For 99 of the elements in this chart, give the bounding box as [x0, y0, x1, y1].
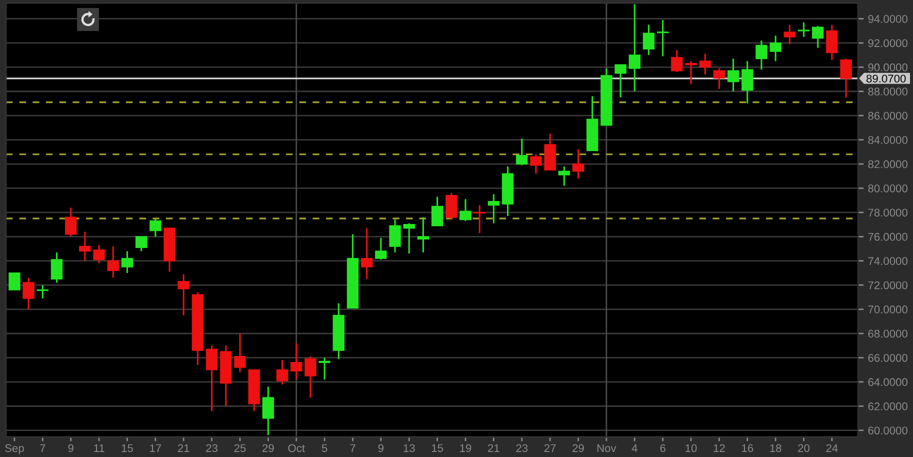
- x-tick-label: 9: [68, 444, 74, 452]
- candlestick: [318, 356, 330, 380]
- y-tick-label: 84.0000: [868, 136, 908, 144]
- x-tick-label: 12: [714, 444, 725, 452]
- candlestick: [446, 192, 458, 220]
- y-tick-label: 82.0000: [868, 160, 908, 168]
- x-tick-label: 23: [516, 444, 528, 452]
- x-tick-label: 25: [234, 444, 246, 452]
- y-tick-label: 90.0000: [868, 63, 908, 72]
- candlestick: [812, 25, 824, 49]
- x-tick-label: 23: [206, 444, 218, 452]
- y-tick-label: 80.0000: [868, 184, 908, 192]
- x-tick-label: 10: [686, 444, 697, 452]
- candlestick: [699, 53, 711, 76]
- candlestick: [22, 277, 34, 310]
- candlestick: [558, 166, 570, 187]
- y-tick-label: 64.0000: [868, 378, 908, 386]
- candlestick: [516, 138, 528, 166]
- candlestick: [713, 68, 726, 90]
- x-tick-label: Oct: [288, 444, 305, 452]
- candlestick: [403, 222, 415, 254]
- candlestick: [150, 218, 162, 238]
- candlestick: [290, 342, 302, 380]
- candlestick: [727, 58, 740, 92]
- candlestick: [756, 40, 768, 70]
- candlestick: [826, 24, 838, 61]
- y-tick-label: 72.0000: [868, 281, 908, 290]
- y-tick-label: 88.0000: [868, 88, 908, 96]
- candlestick: [276, 359, 288, 386]
- candlestick: [79, 231, 91, 262]
- x-tick-label: Nov: [597, 444, 616, 452]
- x-tick-label: 9: [378, 444, 384, 452]
- x-tick-label: 16: [742, 444, 754, 452]
- x-tick-label: 11: [94, 444, 104, 452]
- candlestick: [64, 206, 77, 238]
- x-tick-label: 27: [544, 444, 556, 452]
- candlestick: [8, 272, 20, 290]
- candlestick: [770, 34, 782, 62]
- candlestick: [36, 284, 48, 300]
- y-tick-label: 60.0000: [868, 426, 908, 434]
- x-tick-label: 5: [322, 444, 328, 452]
- candlestick: [671, 49, 683, 73]
- candlestick: [178, 273, 190, 316]
- x-tick-label: 29: [262, 444, 274, 452]
- candlestick: [121, 250, 134, 274]
- y-tick-label: 86.0000: [868, 112, 908, 120]
- y-tick-label: 92.0000: [868, 39, 908, 48]
- candlestick: [93, 244, 105, 264]
- candlestick: [530, 154, 542, 174]
- candlestick: [375, 237, 387, 260]
- candlestick: [840, 58, 852, 98]
- y-tick-label: 78.0000: [868, 208, 908, 217]
- x-tick-label: 15: [432, 444, 443, 452]
- candlestick: [656, 19, 669, 58]
- candlestick: [628, 3, 640, 92]
- candlestick: [488, 194, 500, 224]
- x-tick-label: 20: [798, 444, 810, 452]
- y-tick-label: 62.0000: [868, 402, 908, 410]
- candlestick: [50, 252, 63, 284]
- y-tick-label: 70.0000: [868, 306, 908, 314]
- candlestick: [360, 227, 373, 280]
- candlestick: [784, 24, 796, 45]
- y-tick-label: 66.0000: [868, 354, 908, 362]
- x-tick-label: 21: [178, 444, 190, 452]
- x-tick-label: 7: [350, 444, 356, 452]
- x-tick-label: 18: [770, 444, 782, 452]
- candlestick: [572, 148, 584, 180]
- x-tick-label: 7: [40, 444, 46, 452]
- y-tick-label: 94.0000: [868, 15, 908, 23]
- x-tick-label: 13: [404, 444, 415, 452]
- candlestick: [798, 22, 810, 38]
- candlestick: [742, 60, 754, 104]
- y-tick-label: 76.0000: [868, 232, 908, 241]
- x-tick-label: 6: [660, 444, 666, 452]
- x-tick-label: 29: [572, 444, 584, 452]
- x-tick-label: 21: [488, 444, 500, 452]
- candlestick: [135, 236, 148, 252]
- ref-line-label: 89.0700: [866, 74, 906, 83]
- x-tick-label: Sep: [5, 444, 24, 454]
- candlestick: [642, 24, 655, 56]
- x-tick-label: 4: [632, 444, 638, 452]
- candlestick: [206, 344, 218, 412]
- x-tick-label: 15: [122, 444, 133, 452]
- candlestick: [614, 64, 626, 98]
- candlestick: [262, 386, 274, 436]
- x-tick-label: 17: [150, 444, 162, 452]
- y-tick-label: 68.0000: [868, 330, 908, 338]
- candlestick: [389, 218, 401, 254]
- candlestick: [474, 204, 486, 234]
- candlestick: [431, 196, 444, 227]
- candlestick: [685, 60, 697, 85]
- candlestick: [417, 216, 430, 254]
- y-tick-label: 74.0000: [868, 257, 908, 265]
- candlestick: [304, 356, 316, 398]
- candlestick: [107, 246, 119, 279]
- candlestick: [234, 332, 246, 373]
- x-tick-label: 19: [460, 444, 472, 452]
- candlestick: [460, 198, 472, 222]
- x-tick-label: 24: [826, 444, 838, 452]
